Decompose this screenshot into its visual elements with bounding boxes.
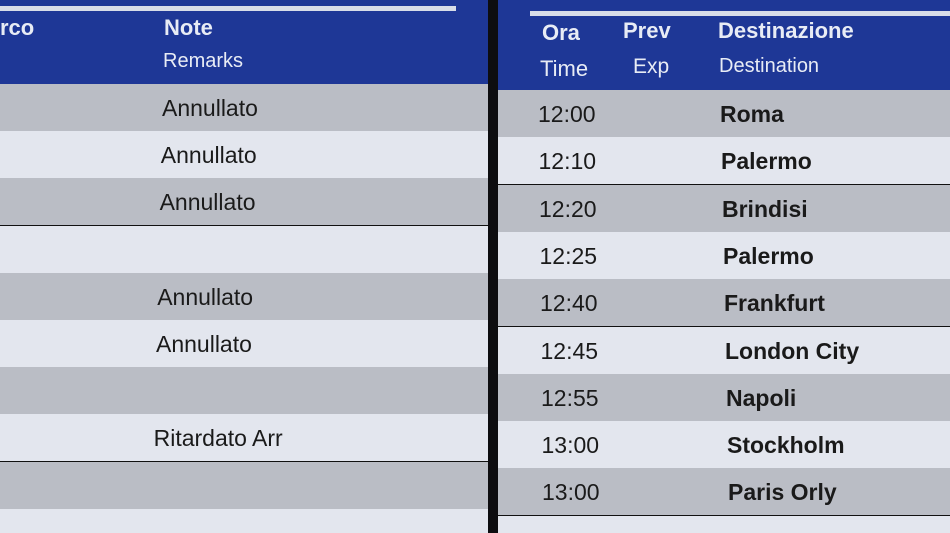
header-note: Note: [164, 15, 213, 40]
header-exp: Exp: [633, 55, 670, 78]
table-row: Annullato: [0, 131, 488, 179]
table-row: 13:00 Stockholm: [498, 421, 950, 469]
destination-cell: Brindisi: [722, 195, 808, 222]
table-row: Annullato: [0, 320, 488, 367]
table-row: 12:10 Palermo: [498, 137, 950, 185]
remark-cell: Ritardato Arr: [153, 425, 283, 452]
right-board: Ora Prev Destinazione Time Exp Destinati…: [498, 0, 950, 533]
table-row: 13:00 Paris Orly: [498, 468, 950, 516]
time-cell: 12:40: [540, 290, 598, 317]
table-row: [0, 367, 488, 415]
time-cell: 12:10: [538, 148, 597, 175]
right-header: Ora Prev Destinazione Time Exp Destinati…: [498, 0, 950, 90]
header-prev: Prev: [623, 18, 671, 43]
header-partial: rco: [0, 15, 35, 40]
header-ora: Ora: [542, 20, 580, 45]
table-row: 12:45 London City: [498, 326, 950, 374]
destination-cell: Stockholm: [727, 432, 845, 459]
table-row: Annullato: [0, 178, 488, 226]
destination-cell: Roma: [720, 101, 784, 127]
header-destinazione: Destinazione: [718, 18, 854, 43]
table-row: 12:25 Palermo: [498, 231, 950, 279]
time-cell: 12:20: [539, 195, 597, 222]
table-row: Ritardato Arr: [0, 414, 488, 462]
remark-cell: Annullato: [162, 95, 258, 121]
destination-cell: Paris Orly: [728, 479, 837, 506]
remark-cell: Annullato: [159, 189, 256, 216]
table-row: [0, 225, 488, 273]
header-remarks: Remarks: [163, 50, 244, 72]
table-row: [498, 515, 950, 533]
remark-cell: Annullato: [157, 283, 254, 310]
time-cell: 12:55: [541, 384, 599, 411]
header-rule: [0, 6, 456, 11]
board-divider: [488, 0, 498, 533]
table-row: 12:40 Frankfurt: [498, 279, 950, 327]
left-header: rco Note Remarks: [0, 0, 488, 84]
destination-cell: London City: [725, 337, 860, 364]
table-row: Annullato: [0, 272, 488, 320]
table-row: 12:20 Brindisi: [498, 184, 950, 232]
remark-cell: Annullato: [160, 142, 257, 169]
remark-cell: Annullato: [156, 331, 252, 357]
time-cell: 13:00: [542, 479, 600, 506]
time-cell: 12:00: [538, 101, 596, 127]
destination-cell: Palermo: [721, 148, 812, 175]
destination-cell: Palermo: [723, 242, 814, 269]
time-cell: 13:00: [541, 432, 600, 459]
time-cell: 12:45: [540, 337, 599, 364]
header-destination: Destination: [719, 55, 820, 77]
table-row: [0, 508, 488, 533]
header-time: Time: [540, 56, 589, 81]
table-row: 12:00 Roma: [498, 90, 950, 137]
table-row: 12:55 Napoli: [498, 373, 950, 421]
destination-cell: Frankfurt: [724, 290, 825, 317]
left-board: rco Note Remarks Annullato Annullato Annul…: [0, 0, 488, 533]
header-rule: [530, 11, 950, 16]
time-cell: 12:25: [539, 242, 598, 269]
table-row: Annullato: [0, 84, 488, 131]
destination-cell: Napoli: [726, 384, 797, 411]
table-row: [0, 461, 488, 509]
